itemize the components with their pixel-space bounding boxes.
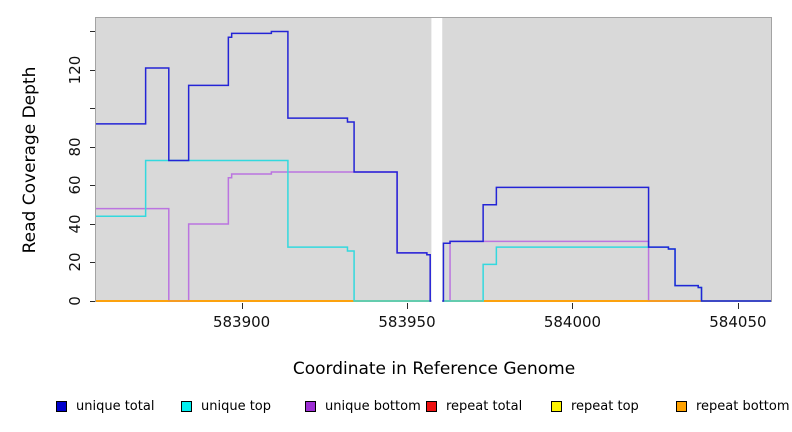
y-tick	[90, 262, 95, 264]
legend-label: repeat top	[571, 398, 639, 414]
y-tick	[90, 108, 95, 110]
y-axis-title: Read Coverage Depth	[20, 66, 40, 254]
y-tick	[90, 31, 95, 33]
y-tick	[90, 69, 95, 71]
legend-label: repeat total	[446, 398, 523, 414]
series-unique-bottom	[96, 171, 771, 302]
y-tick	[90, 185, 95, 187]
x-tick	[241, 303, 243, 309]
series-unique-total	[96, 30, 771, 302]
y-tick-label: 120	[66, 55, 84, 85]
legend-swatch-icon	[426, 400, 437, 412]
legend-item-unique-bottom: unique bottom	[305, 398, 421, 414]
legend-label: unique bottom	[325, 398, 421, 414]
legend-label: unique top	[201, 398, 272, 414]
legend-swatch-icon	[305, 400, 316, 412]
y-tick-label: 80	[66, 137, 84, 157]
x-tick-label: 583900	[212, 313, 271, 331]
legend-swatch-icon	[56, 400, 67, 412]
legend-label: repeat bottom	[696, 398, 790, 414]
x-axis-title: Coordinate in Reference Genome	[292, 359, 576, 379]
y-tick-label: 20	[66, 252, 84, 273]
legend-item-repeat-top: repeat top	[551, 398, 639, 414]
y-tick	[90, 146, 95, 148]
legend-label: unique total	[76, 398, 155, 414]
no-data-gap	[431, 18, 443, 302]
legend-swatch-icon	[181, 400, 192, 412]
y-tick	[90, 223, 95, 225]
coverage-series-svg	[96, 18, 771, 302]
y-tick-label: 0	[66, 296, 84, 306]
legend-swatch-icon	[551, 400, 562, 412]
x-tick-label: 584000	[543, 313, 602, 331]
x-tick-label: 583950	[378, 313, 436, 331]
x-tick	[737, 303, 739, 309]
y-tick-label: 60	[66, 175, 84, 196]
x-tick	[407, 303, 409, 309]
x-tick	[572, 303, 574, 309]
y-tick	[90, 301, 95, 302]
y-tick-label: 40	[66, 214, 84, 234]
legend-item-unique-total: unique total	[56, 398, 154, 414]
plot-area	[95, 17, 772, 302]
legend-swatch-icon	[676, 400, 687, 412]
x-tick-label: 584050	[709, 313, 767, 331]
legend-item-repeat-bottom: repeat bottom	[676, 398, 790, 414]
legend-item-repeat-total: repeat total	[426, 398, 522, 414]
legend-item-unique-top: unique top	[181, 398, 271, 414]
